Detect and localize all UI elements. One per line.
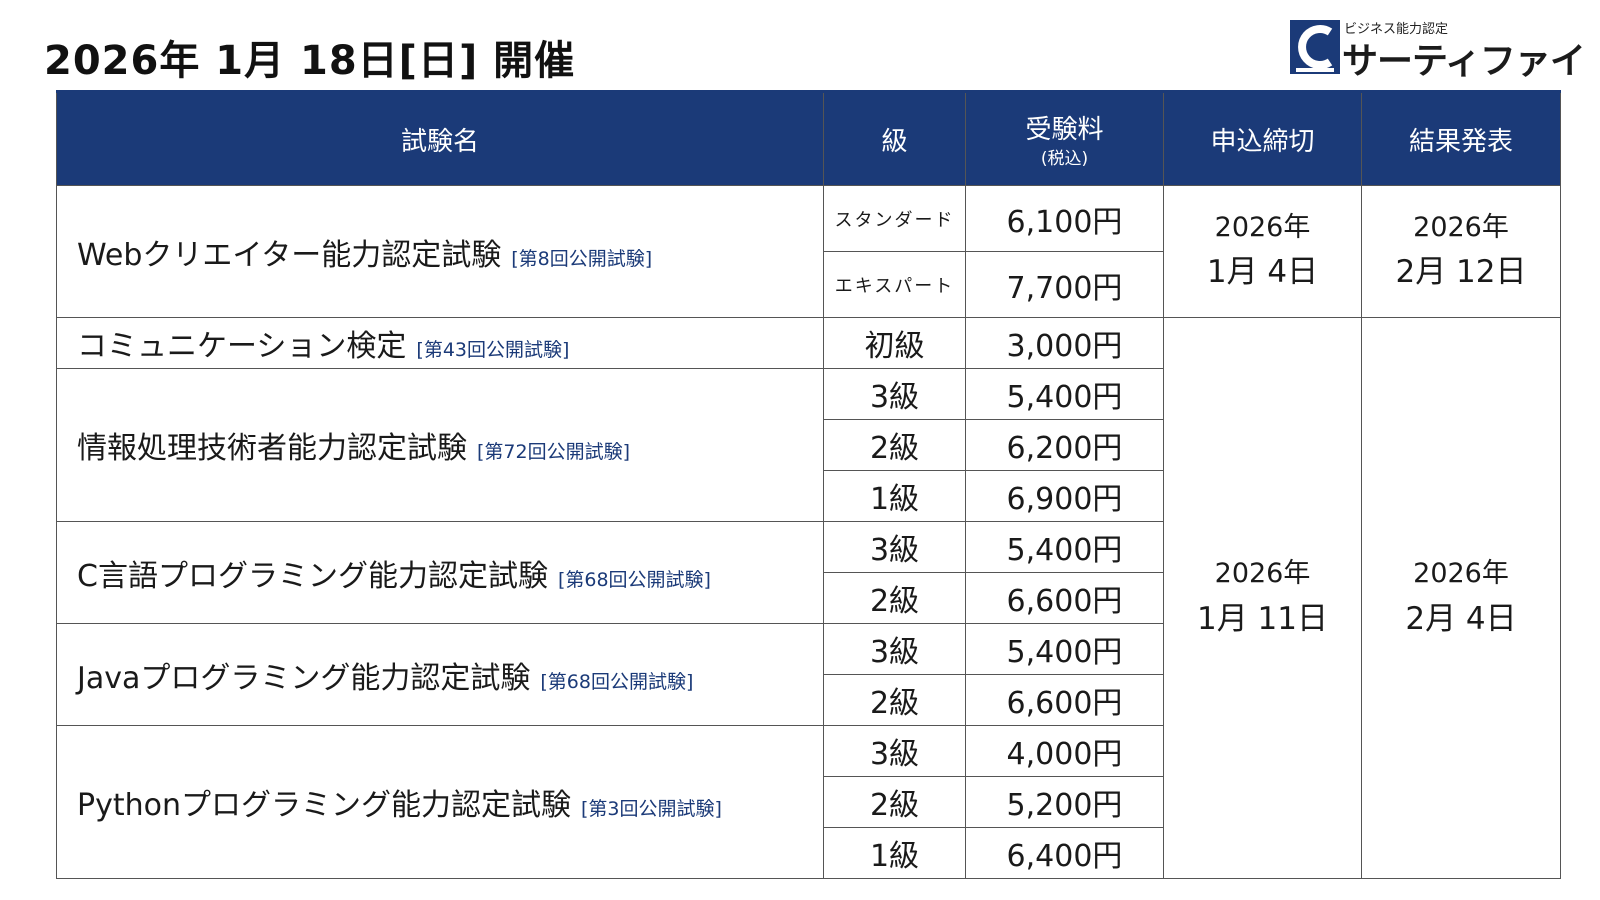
result-day: 2月 12日	[1395, 254, 1527, 291]
grade-cell: 2級	[823, 776, 966, 828]
fee-cell: 6,600円	[965, 572, 1164, 624]
grade-cell: 3級	[823, 623, 966, 675]
exam-session: [第3回公開試験]	[581, 798, 722, 820]
table-row: 2級 6,600円	[57, 572, 1561, 624]
exam-title: コミュニケーション検定	[77, 329, 407, 364]
table-row: Pythonプログラミング能力認定試験 [第3回公開試験] 3級 4,000円	[56, 725, 1561, 879]
grade-cell: 3級	[823, 521, 966, 573]
exam-name-c-language: C言語プログラミング能力認定試験 [第68回公開試験]	[56, 521, 824, 624]
exam-session: [第72回公開試験]	[477, 441, 631, 463]
table-row: C言語プログラミング能力認定試験 [第68回公開試験] 3級 5,400円	[56, 521, 1561, 624]
fee-cell: 5,400円	[965, 623, 1164, 675]
grade-cell: エキスパート	[823, 251, 966, 318]
exam-name-python: Pythonプログラミング能力認定試験 [第3回公開試験]	[56, 725, 824, 879]
header-fee-label: 受験料	[1025, 115, 1104, 145]
grade-cell: スタンダード	[823, 185, 966, 252]
header-grade: 級	[823, 90, 966, 186]
table-row: Javaプログラミング能力認定試験 [第68回公開試験] 3級 5,400円	[56, 623, 1561, 726]
table-row: 1級 6,400円	[57, 827, 1561, 879]
deadline-cell-others: 2026年 1月 11日	[1163, 317, 1362, 879]
deadline-day: 1月 11日	[1196, 600, 1329, 637]
event-date-title: 2026年 1月 18日[日] 開催	[44, 38, 576, 84]
exam-session: [第8回公開試験]	[511, 247, 653, 270]
fee-cell: 5,400円	[965, 368, 1164, 420]
result-cell-web: 2026年 2月 12日	[1361, 185, 1561, 318]
logo-brand: サーティファイ	[1342, 41, 1586, 82]
table-row: 2級 6,200円	[57, 419, 1561, 471]
result-day: 2月 4日	[1405, 600, 1517, 637]
deadline-year: 2026年	[1214, 558, 1311, 590]
deadline-year: 2026年	[1214, 211, 1311, 243]
table-row: 情報処理技術者能力認定試験 [第72回公開試験] 3級 5,400円	[56, 368, 1561, 522]
header-deadline: 申込締切	[1163, 90, 1362, 186]
fee-cell: 5,200円	[965, 776, 1164, 828]
result-cell-others: 2026年 2月 4日	[1361, 317, 1561, 879]
header-fee: 受験料 (税込)	[965, 90, 1164, 186]
deadline-cell-web: 2026年 1月 4日	[1163, 185, 1362, 318]
exam-title: Javaプログラミング能力認定試験	[77, 660, 531, 696]
table-row: 2級 6,600円	[57, 674, 1561, 726]
fee-cell: 7,700円	[965, 251, 1164, 318]
logo-tagline: ビジネス能力認定	[1344, 22, 1449, 37]
grade-cell: 3級	[823, 368, 966, 420]
grade-cell: 2級	[823, 419, 966, 471]
table-row: エキスパート 7,700円	[57, 251, 1561, 318]
grade-cell: 初級	[823, 317, 966, 369]
exam-session: [第68回公開試験]	[557, 568, 711, 591]
grade-cell: 2級	[823, 674, 966, 726]
exam-name-info-processing: 情報処理技術者能力認定試験 [第72回公開試験]	[56, 368, 824, 522]
header-exam-name: 試験名	[56, 90, 824, 186]
grade-cell: 3級	[823, 725, 966, 777]
grade-cell: 2級	[823, 572, 966, 624]
fee-cell: 6,600円	[965, 674, 1164, 726]
fee-cell: 6,400円	[965, 827, 1164, 879]
grade-cell: 1級	[823, 470, 966, 522]
exam-schedule-table: 試験名 級 受験料 (税込) 申込締切 結果発表 Webクリエイター能力認定試験…	[56, 90, 1561, 879]
certify-logo: ビジネス能力認定 サーティファイ	[1290, 18, 1586, 82]
result-year: 2026年	[1413, 211, 1509, 243]
fee-cell: 3,000円	[965, 317, 1164, 369]
exam-session: [第43回公開試験]	[416, 339, 570, 361]
table-row: コミュニケーション検定 [第43回公開試験] 初級 3,000円 2026年 1月…	[56, 317, 1561, 879]
certify-logo-icon	[1290, 20, 1340, 74]
result-year: 2026年	[1413, 558, 1509, 590]
header-fee-note: (税込)	[1040, 149, 1089, 169]
exam-name-communication: コミュニケーション検定 [第43回公開試験]	[56, 317, 824, 369]
fee-cell: 5,400円	[965, 521, 1164, 573]
fee-cell: 4,000円	[965, 725, 1164, 777]
exam-title: C言語プログラミング能力認定試験	[77, 558, 548, 594]
exam-session: [第68回公開試験]	[540, 670, 694, 693]
exam-title: Pythonプログラミング能力認定試験	[77, 788, 571, 823]
fee-cell: 6,100円	[965, 185, 1164, 252]
fee-cell: 6,200円	[965, 419, 1164, 471]
exam-title: 情報処理技術者能力認定試験	[77, 431, 467, 466]
exam-name-web-creator: Webクリエイター能力認定試験 [第8回公開試験]	[56, 185, 824, 318]
deadline-day: 1月 4日	[1206, 254, 1319, 291]
table-row: 2級 5,200円	[57, 776, 1561, 828]
fee-cell: 6,900円	[965, 470, 1164, 522]
exam-name-java: Javaプログラミング能力認定試験 [第68回公開試験]	[56, 623, 824, 726]
table-row: Webクリエイター能力認定試験 [第8回公開試験] スタンダード 6,100円 2…	[56, 185, 1561, 318]
header-result: 結果発表	[1361, 90, 1561, 186]
exam-title: Webクリエイター能力認定試験	[77, 237, 502, 273]
grade-cell: 1級	[823, 827, 966, 879]
table-row: 1級 6,900円	[57, 470, 1561, 522]
table-header-row: 試験名 級 受験料 (税込) 申込締切 結果発表	[56, 90, 1561, 186]
